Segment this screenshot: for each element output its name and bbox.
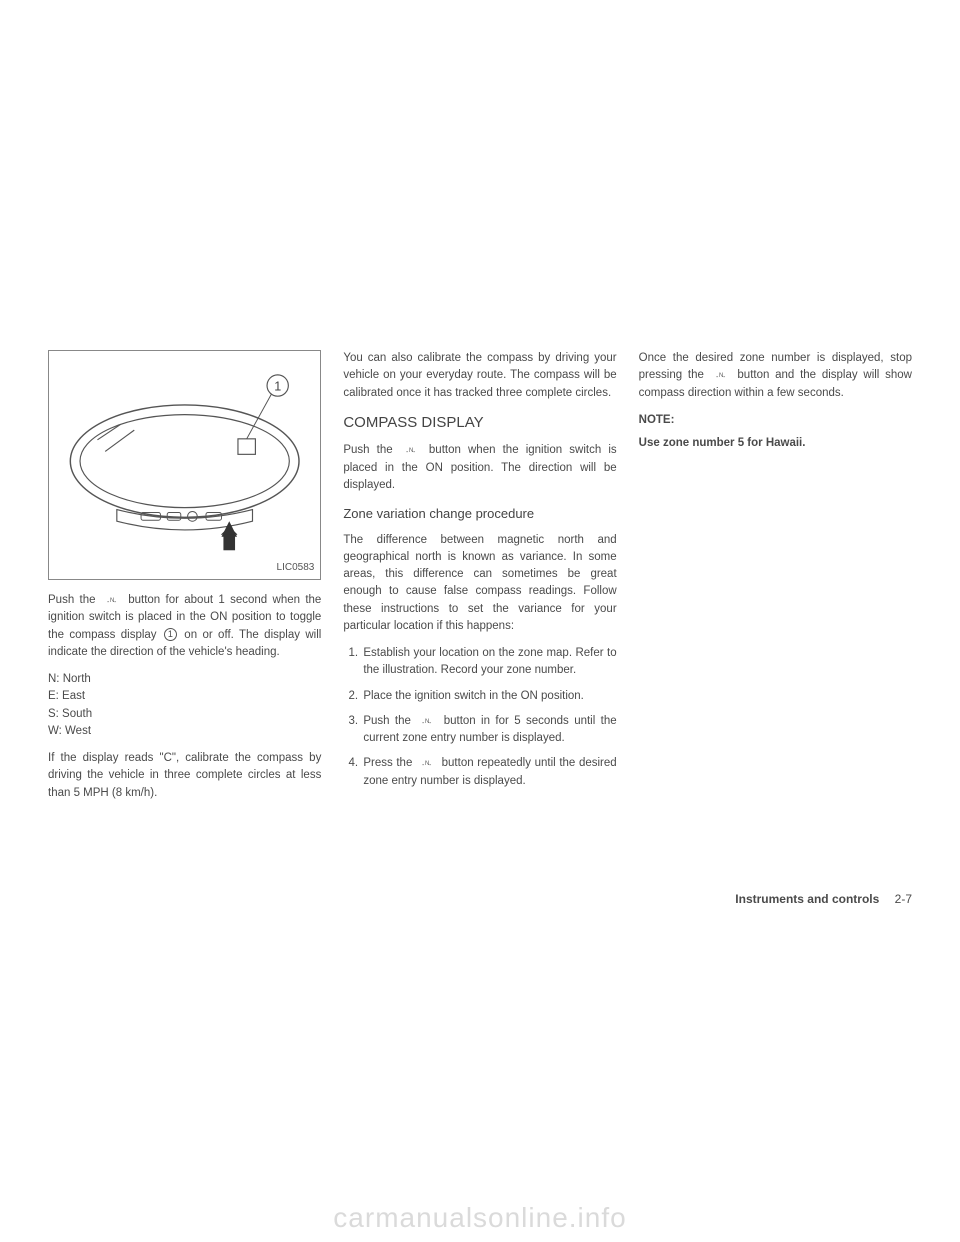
note-label: NOTE:	[639, 412, 912, 429]
svg-text:1: 1	[274, 379, 281, 393]
note-text: Use zone number 5 for Hawaii.	[639, 435, 912, 452]
step-3: Push the -N- button in for 5 seconds unt…	[361, 713, 616, 748]
column-1: 1 LIC0583 Push the -N- button for about …	[48, 350, 321, 812]
direction-list: N: North E: East S: South W: West	[48, 671, 321, 740]
col3-para1: Once the desired zone number is displaye…	[639, 350, 912, 402]
page-content: 1 LIC0583 Push the -N- button for about …	[48, 350, 912, 812]
svg-text:-: -	[723, 374, 726, 381]
direction-north: N: North	[48, 671, 321, 688]
mirror-illustration: 1	[49, 351, 320, 579]
watermark: carmanualsonline.info	[333, 1202, 626, 1234]
text: Push the	[343, 444, 392, 456]
direction-east: E: East	[48, 688, 321, 705]
step-4: Press the -N- button repeatedly until th…	[361, 755, 616, 790]
callout-1: 1	[164, 628, 177, 641]
compass-display-heading: COMPASS DISPLAY	[343, 412, 616, 435]
compass-n-icon: -N-	[418, 716, 436, 726]
compass-n-icon: -N-	[418, 758, 436, 768]
direction-west: W: West	[48, 723, 321, 740]
svg-text:-: -	[114, 599, 117, 606]
compass-n-icon: -N-	[103, 595, 121, 605]
zone-variation-heading: Zone variation change procedure	[343, 504, 616, 524]
text: Press the	[363, 757, 412, 769]
svg-text:-: -	[429, 720, 432, 727]
col2-para3: The difference between magnetic north an…	[343, 532, 616, 636]
svg-text:-: -	[429, 762, 432, 769]
col2-para2: Push the -N- button when the ignition sw…	[343, 442, 616, 494]
mirror-figure: 1 LIC0583	[48, 350, 321, 580]
column-2: You can also calibrate the compass by dr…	[343, 350, 616, 812]
col1-para1: Push the -N- button for about 1 second w…	[48, 592, 321, 661]
col1-para2: If the display reads "C", calibrate the …	[48, 750, 321, 802]
footer-section: Instruments and controls	[735, 892, 879, 906]
footer-page: 2-7	[895, 892, 912, 906]
text: Push the	[48, 594, 96, 606]
col2-para1: You can also calibrate the compass by dr…	[343, 350, 616, 402]
page-footer: Instruments and controls 2-7	[735, 892, 912, 906]
figure-label: LIC0583	[277, 560, 315, 575]
column-3: Once the desired zone number is displaye…	[639, 350, 912, 812]
step-2: Place the ignition switch in the ON posi…	[361, 688, 616, 705]
compass-n-icon: -N-	[402, 445, 420, 455]
direction-south: S: South	[48, 706, 321, 723]
text: Push the	[363, 715, 411, 727]
svg-text:-: -	[413, 449, 416, 456]
procedure-list: Establish your location on the zone map.…	[343, 645, 616, 790]
step-1: Establish your location on the zone map.…	[361, 645, 616, 680]
compass-n-icon: -N-	[712, 370, 730, 380]
